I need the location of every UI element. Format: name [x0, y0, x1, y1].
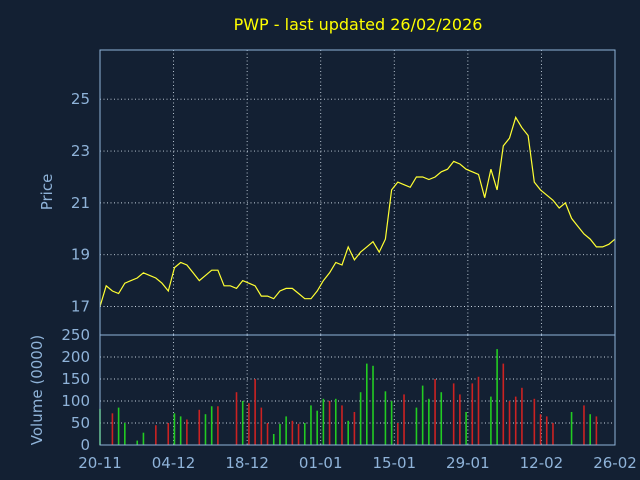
x-tick-label: 15-01	[372, 454, 416, 472]
volume-bars	[99, 349, 598, 445]
price-grid	[100, 50, 615, 335]
x-tick-label: 04-12	[152, 454, 196, 472]
volume-y-tick-label: 50	[71, 414, 90, 432]
price-y-tick-label: 17	[71, 298, 90, 316]
x-tick-label: 18-12	[225, 454, 269, 472]
volume-y-ticks: 0 50 100 150 200 250	[61, 326, 90, 454]
price-panel-frame	[99, 49, 616, 336]
x-tick-label: 29-01	[446, 454, 490, 472]
chart-title: PWP - last updated 26/02/2026	[234, 15, 483, 34]
x-tick-label: 26-02	[593, 454, 637, 472]
price-y-tick-label: 25	[71, 90, 90, 108]
x-tick-label: 20-11	[78, 454, 122, 472]
x-tick-label: 12-02	[520, 454, 564, 472]
volume-axis-label: Volume (0000)	[28, 335, 46, 445]
volume-panel-frame	[99, 334, 616, 446]
price-axis-label: Price	[38, 174, 56, 211]
volume-y-tick-label: 100	[61, 392, 90, 410]
volume-y-tick-label: 200	[61, 348, 90, 366]
price-y-ticks: 17 19 21 23 25	[71, 90, 90, 315]
volume-y-tick-label: 0	[80, 436, 90, 454]
price-series-line	[99, 115, 616, 307]
price-y-tick-label: 23	[71, 142, 90, 160]
x-ticks: 20-11 04-12 18-12 01-01 15-01 29-01 12-02 26-02	[78, 454, 637, 472]
volume-y-tick-label: 250	[61, 326, 90, 344]
x-tick-label: 01-01	[299, 454, 343, 472]
volume-grid	[100, 335, 615, 445]
volume-y-tick-label: 150	[61, 370, 90, 388]
price-y-tick-label: 21	[71, 194, 90, 212]
price-y-tick-label: 19	[71, 246, 90, 264]
